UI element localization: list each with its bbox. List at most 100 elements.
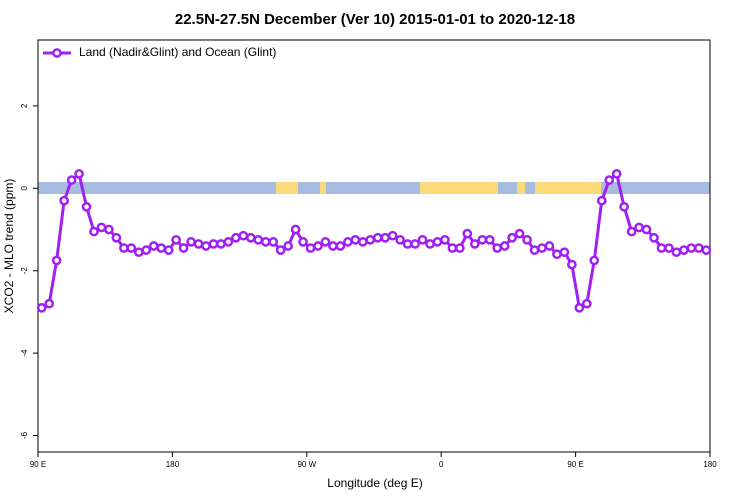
data-point (208, 239, 219, 249)
data-point (156, 243, 167, 253)
data-point (686, 243, 697, 253)
data-point (171, 234, 181, 245)
data-point (238, 230, 249, 241)
y-axis-label: XCO2 - MLO trend (ppm) (2, 179, 16, 314)
data-point (514, 228, 525, 239)
data-point (387, 230, 398, 241)
data-point (298, 237, 308, 247)
data-point (66, 175, 77, 185)
data-point (51, 255, 62, 266)
data-point (89, 226, 99, 237)
land-patch (517, 182, 525, 194)
data-point (148, 241, 159, 251)
data-point (544, 241, 555, 251)
data-point (275, 245, 286, 255)
data-point (447, 243, 458, 253)
data-point (477, 234, 488, 245)
data-point (589, 255, 600, 266)
data-point (641, 224, 652, 235)
y-tick-label: -4 (20, 349, 29, 357)
data-point (357, 237, 368, 247)
data-point (44, 298, 55, 309)
legend-marker (52, 48, 62, 58)
data-point (671, 247, 682, 258)
data-point (417, 234, 428, 245)
data-point (574, 302, 585, 313)
y-tick-label: -2 (20, 267, 29, 275)
data-point (455, 243, 465, 253)
data-point (410, 239, 420, 249)
x-tick-label: 90 W (297, 460, 316, 469)
data-point (693, 243, 704, 253)
data-point (335, 241, 346, 251)
data-point (74, 169, 84, 179)
data-point (596, 195, 607, 206)
data-point (664, 243, 674, 253)
data-point (522, 234, 532, 245)
data-point (432, 237, 443, 247)
data-point (626, 226, 637, 237)
data-point (133, 247, 144, 258)
x-tick-label: 90 E (567, 460, 583, 469)
data-point (484, 234, 495, 245)
data-point (81, 202, 92, 212)
y-tick-label: 2 (20, 103, 29, 108)
land-patch (535, 182, 601, 194)
data-point (305, 243, 316, 253)
x-tick-label: 90 E (30, 460, 46, 469)
data-point (395, 234, 405, 245)
data-point (268, 237, 279, 247)
x-tick-label: 0 (439, 460, 444, 469)
data-point (611, 169, 622, 179)
data-point (313, 241, 323, 251)
data-point (216, 239, 226, 249)
data-point (656, 243, 667, 253)
plot-frame (37, 39, 711, 453)
y-tick-label: -6 (20, 431, 29, 439)
data-point (559, 247, 570, 258)
land-patch (276, 182, 298, 194)
data-point (567, 259, 577, 270)
data-point (581, 298, 592, 309)
data-point (604, 175, 615, 185)
data-point (290, 224, 301, 235)
data-point (365, 234, 376, 245)
data-point (529, 245, 540, 255)
data-point (253, 234, 264, 245)
land-ocean-strip (38, 182, 710, 194)
data-point (245, 232, 256, 243)
data-point (380, 232, 391, 243)
data-point (320, 237, 331, 247)
data-point (372, 232, 383, 243)
data-point (537, 243, 547, 253)
data-point (126, 243, 137, 253)
data-point (283, 241, 293, 251)
data-point (260, 237, 271, 247)
data-point (462, 228, 473, 239)
data-point (96, 222, 107, 233)
data-point (111, 232, 122, 243)
data-point (507, 232, 517, 243)
land-patch (420, 182, 498, 194)
data-point (141, 245, 152, 255)
data-point (178, 243, 189, 253)
data-point (193, 239, 204, 249)
data-point (104, 224, 114, 235)
data-point (119, 243, 129, 253)
x-tick-label: 180 (703, 460, 717, 469)
data-point (328, 241, 338, 251)
data-point (59, 195, 69, 206)
data-point (619, 202, 629, 212)
data-point (186, 237, 196, 247)
legend-label: Land (Nadir&Glint) and Ocean (Glint) (79, 45, 276, 59)
chart-title: 22.5N-27.5N December (Ver 10) 2015-01-01… (175, 11, 575, 28)
data-point (231, 232, 241, 243)
land-patch (320, 182, 326, 194)
data-point (36, 302, 47, 313)
data-point (492, 243, 503, 253)
y-tick-label: 0 (20, 186, 29, 191)
data-point (163, 245, 174, 255)
data-point (552, 249, 562, 260)
